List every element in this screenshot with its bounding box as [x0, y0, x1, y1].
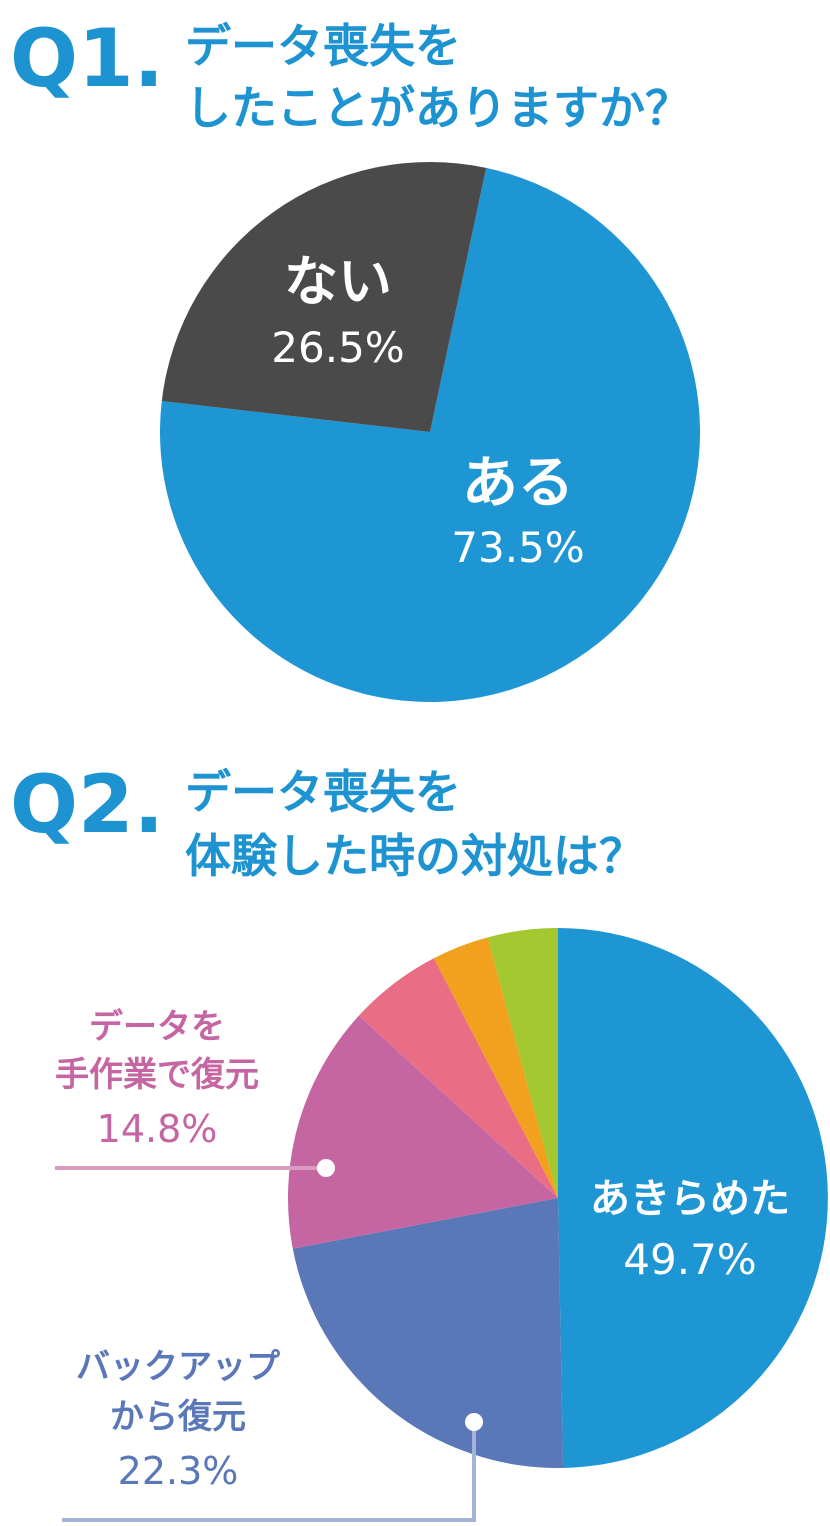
- q2-leader-line-backup: [62, 1422, 476, 1522]
- q1-slice-nai: [161, 161, 487, 432]
- q1-title-line-1: データ喪失を: [185, 19, 461, 73]
- q2-label-manual-line-2: 手作業で復元: [55, 1055, 259, 1095]
- q2-label-gave-up: あきらめた: [590, 1176, 790, 1222]
- q2-number: Q2.: [10, 758, 164, 851]
- q2-leader-dot-manual: [317, 1159, 335, 1177]
- q2-title-line-2: 体験した時の対処は？: [185, 829, 645, 883]
- q2-slice-orange: [433, 937, 558, 1198]
- q1-label-aru: ある: [462, 451, 574, 516]
- q2-label-gave-up-group: あきらめた 49.7%: [590, 1176, 790, 1284]
- q2-slice-manual-restore: [287, 1015, 558, 1249]
- q2-label-manual-line-1: データを: [89, 1007, 225, 1047]
- q2-title-line-1: データ喪失を: [185, 765, 461, 819]
- q1-value-aru: 73.5%: [451, 523, 584, 572]
- q1-number: Q1.: [10, 12, 164, 105]
- q2-slice-backup-restore: [292, 1198, 564, 1468]
- q1-title-line-2: したことがありますか？: [185, 81, 691, 135]
- q1-slice-aru: [160, 167, 701, 702]
- q2-leader-dot-backup: [465, 1413, 483, 1431]
- q1-labels: ない 26.5% ある 73.5%: [271, 250, 584, 572]
- q2-callout-manual-restore: データを 手作業で復元 14.8%: [55, 1007, 335, 1177]
- q2-label-backup-line-1: バックアップ: [76, 1347, 280, 1387]
- q2-heading: Q2. データ喪失を 体験した時の対処は？: [10, 758, 645, 883]
- q2-slice-gave-up: [558, 928, 828, 1468]
- q2-slice-pink: [358, 958, 558, 1198]
- q1-value-nai: 26.5%: [271, 323, 404, 372]
- q2-pie: [287, 928, 828, 1468]
- q1-heading: Q1. データ喪失を したことがありますか？: [10, 12, 691, 135]
- q2-slice-green: [487, 928, 558, 1198]
- q2-value-gave-up: 49.7%: [623, 1235, 756, 1284]
- q2-callout-backup-restore: バックアップ から復元 22.3%: [62, 1347, 483, 1522]
- q1-pie: [160, 161, 701, 702]
- q2-value-backup: 22.3%: [118, 1449, 239, 1493]
- q1-label-nai: ない: [284, 250, 392, 313]
- q2-label-backup-line-2: から復元: [110, 1397, 246, 1437]
- q2-value-manual: 14.8%: [97, 1107, 218, 1151]
